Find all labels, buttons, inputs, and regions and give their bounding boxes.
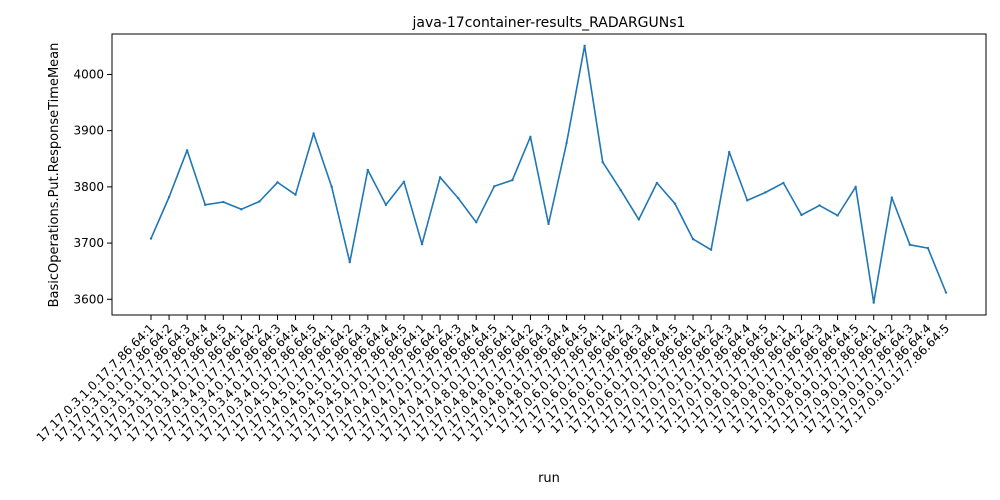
data-point xyxy=(727,150,731,154)
data-point xyxy=(438,176,442,179)
data-point xyxy=(565,141,568,145)
data-point xyxy=(944,291,948,294)
data-point xyxy=(655,181,659,185)
data-point xyxy=(204,203,207,207)
data-point xyxy=(222,200,225,204)
data-point xyxy=(294,193,297,196)
data-point xyxy=(493,185,496,188)
y-tick-label: 3800 xyxy=(73,180,104,194)
data-point xyxy=(800,213,803,217)
data-point xyxy=(637,218,641,221)
y-axis-ticks: 3600 3700 3800 3900 4000 xyxy=(73,67,112,306)
data-point xyxy=(619,189,622,192)
data-point xyxy=(746,199,749,202)
data-point xyxy=(926,246,930,250)
data-point xyxy=(818,204,821,207)
data-point xyxy=(149,237,153,240)
data-point xyxy=(366,168,370,172)
data-point xyxy=(529,135,532,139)
data-point xyxy=(782,181,785,185)
data-point xyxy=(908,243,912,246)
data-point xyxy=(601,160,604,164)
data-point xyxy=(330,185,333,189)
data-point xyxy=(167,195,171,199)
series-line xyxy=(150,44,947,304)
data-point xyxy=(475,221,478,224)
data-point xyxy=(420,242,424,246)
data-point xyxy=(258,200,261,203)
data-point xyxy=(854,185,857,189)
y-tick-label: 3600 xyxy=(73,292,104,306)
y-tick-label: 4000 xyxy=(73,67,104,81)
data-point xyxy=(384,203,388,207)
data-point xyxy=(456,196,460,200)
data-point xyxy=(185,149,189,152)
y-tick-label: 3900 xyxy=(73,124,104,138)
data-point xyxy=(583,44,586,48)
data-point xyxy=(240,208,243,211)
data-point xyxy=(691,237,695,241)
data-point xyxy=(872,301,875,304)
data-point xyxy=(402,180,406,184)
data-point xyxy=(673,202,677,205)
data-point xyxy=(312,132,315,135)
plot-frame xyxy=(111,33,987,316)
x-axis-label: run xyxy=(538,471,560,486)
data-points xyxy=(149,44,948,304)
data-point xyxy=(511,178,514,182)
data-point xyxy=(764,191,767,194)
chart-title: java-17container-results_RADARGUNs1 xyxy=(412,15,686,31)
y-tick-label: 3700 xyxy=(73,236,104,250)
data-point xyxy=(890,196,893,199)
data-point xyxy=(547,222,550,226)
data-point xyxy=(836,214,839,217)
data-point xyxy=(709,248,713,252)
data-point xyxy=(276,181,279,184)
data-point xyxy=(348,260,351,264)
x-axis-ticks: 17.17.0.3.1.0.17.7.86.64:117.17.0.3.1.0.… xyxy=(34,315,952,445)
y-axis-label: BasicOperations.Put.ResponseTimeMean xyxy=(47,43,62,308)
